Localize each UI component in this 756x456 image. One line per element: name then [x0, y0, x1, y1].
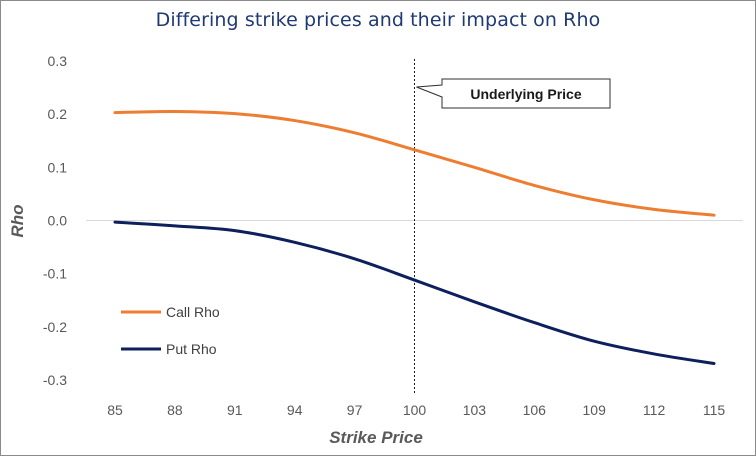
x-tick-label: 100: [403, 402, 427, 418]
x-axis-label: Strike Price: [329, 428, 423, 447]
y-tick-label: -0.3: [43, 372, 67, 388]
x-tick-label: 103: [463, 402, 487, 418]
callout-text: Underlying Price: [470, 86, 581, 102]
y-tick-label: 0.0: [48, 213, 68, 229]
x-tick-label: 91: [227, 402, 243, 418]
x-tick-label: 115: [703, 402, 726, 418]
x-tick-label: 94: [287, 402, 303, 418]
x-tick-label: 106: [523, 402, 547, 418]
x-tick-label: 88: [167, 402, 183, 418]
legend-label-call-rho: Call Rho: [166, 304, 220, 320]
series-line-call-rho: [113, 109, 716, 217]
y-tick-label: 0.3: [48, 53, 68, 69]
y-tick-label: 0.2: [48, 106, 68, 122]
y-tick-label: -0.1: [43, 266, 67, 282]
y-axis-label: Rho: [8, 204, 27, 237]
series-line-put-rho: [113, 220, 716, 366]
callout-box: [416, 78, 611, 109]
y-tick-label: 0.1: [48, 159, 68, 175]
legend-label-put-rho: Put Rho: [166, 341, 217, 357]
x-tick-label: 112: [643, 402, 666, 418]
chart-title: Differing strike prices and their impact…: [155, 9, 601, 31]
y-tick-label: -0.2: [43, 319, 67, 335]
x-tick-label: 97: [347, 402, 363, 418]
x-tick-label: 109: [583, 402, 607, 418]
underlying-price-callout: Underlying Price: [416, 78, 611, 109]
legend: Call Rho Put Rho: [121, 304, 220, 357]
x-tick-label: 85: [107, 402, 123, 418]
